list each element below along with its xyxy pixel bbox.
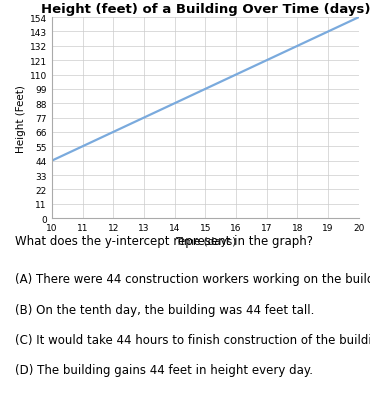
- Text: (D) The building gains 44 feet in height every day.: (D) The building gains 44 feet in height…: [15, 363, 313, 376]
- Y-axis label: Height (Feet): Height (Feet): [16, 85, 26, 152]
- Text: What does the y-intercept represent in the graph?: What does the y-intercept represent in t…: [15, 235, 313, 247]
- X-axis label: Time (days): Time (days): [175, 237, 236, 247]
- Title: Height (feet) of a Building Over Time (days): Height (feet) of a Building Over Time (d…: [41, 2, 370, 16]
- Text: (C) It would take 44 hours to finish construction of the building.: (C) It would take 44 hours to finish con…: [15, 333, 370, 346]
- Text: (A) There were 44 construction workers working on the building.: (A) There were 44 construction workers w…: [15, 273, 370, 286]
- Text: (B) On the tenth day, the building was 44 feet tall.: (B) On the tenth day, the building was 4…: [15, 303, 314, 316]
